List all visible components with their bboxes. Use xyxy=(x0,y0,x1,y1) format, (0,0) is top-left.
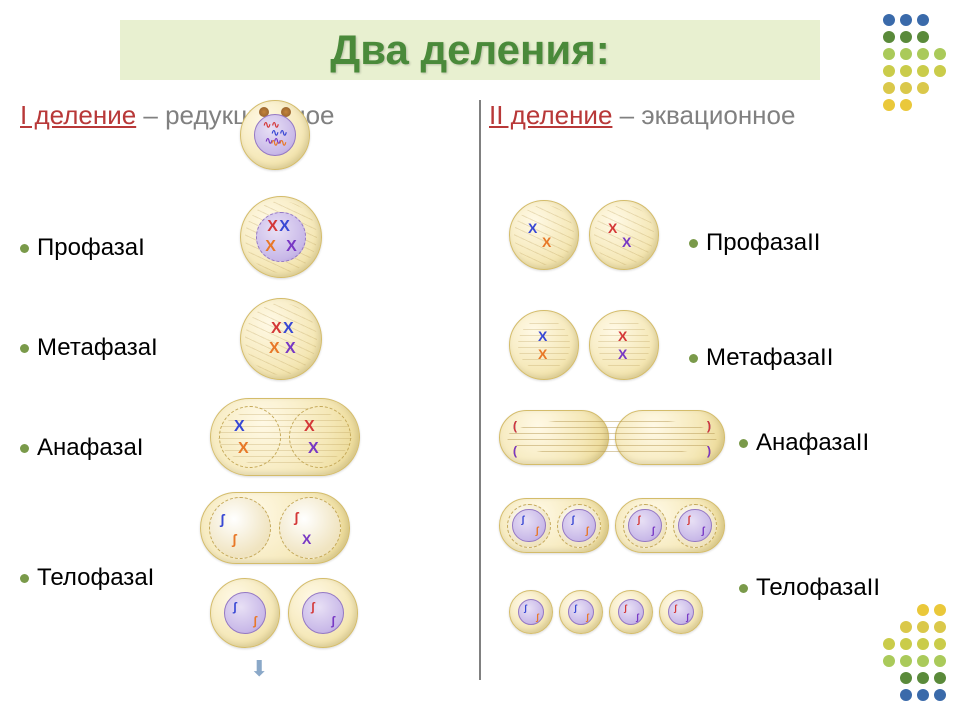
division-2-title-rest: – эквационное xyxy=(612,100,795,130)
telophase1-label: ТелофазаI xyxy=(37,564,154,592)
telophase1-cell-b: ʃ ʃ ʃ ʃ xyxy=(210,578,358,648)
telophase1-cell-a: ʃ ʃ ʃ X xyxy=(200,492,350,564)
bullet-icon xyxy=(739,439,748,448)
division-2-column: II деление – эквационное X X X X Профаза… xyxy=(489,100,940,700)
anaphase1-label: АнафазаI xyxy=(37,434,143,462)
bullet-icon xyxy=(689,239,698,248)
prophase1-cell: X X X X xyxy=(240,196,322,278)
division-2-title: II деление – эквационное xyxy=(489,100,940,131)
anaphase2-cells: ( ( ) ) ( ( ) ) xyxy=(499,410,725,465)
division-1-column: I деление – редукционное ∿∿ ∿∿ ∿∿ ∿∿ Про… xyxy=(20,100,471,700)
bullet-icon xyxy=(689,354,698,363)
metaphase2-cells: X X X X xyxy=(509,310,659,380)
prophase2-label: ПрофазаII xyxy=(706,229,820,257)
arrow-down-icon: ⬇ xyxy=(250,656,268,682)
main-content: I деление – редукционное ∿∿ ∿∿ ∿∿ ∿∿ Про… xyxy=(20,100,940,700)
anaphase1-cell: X X X X xyxy=(210,398,360,476)
telophase2-cells-a: ʃ ʃ ʃ ʃ ʃ ʃ ʃ ʃ xyxy=(499,498,725,553)
metaphase1-cell: X X X X xyxy=(240,298,322,380)
metaphase2-label: МетафазаII xyxy=(706,344,833,372)
prophase2-cells: X X X X xyxy=(509,200,659,270)
metaphase1-label: МетафазаI xyxy=(37,334,158,362)
bullet-icon xyxy=(20,574,29,583)
column-divider xyxy=(479,100,481,680)
bullet-icon xyxy=(20,344,29,353)
title-bar: Два деления: xyxy=(120,20,820,80)
bullet-icon xyxy=(20,244,29,253)
division-1-title-colored: I деление xyxy=(20,100,136,130)
prophase1-label: ПрофазаI xyxy=(37,234,145,262)
division-2-title-colored: II деление xyxy=(489,100,612,130)
page-title: Два деления: xyxy=(330,26,609,74)
interphase-cell: ∿∿ ∿∿ ∿∿ ∿∿ xyxy=(240,100,310,170)
bullet-icon xyxy=(739,584,748,593)
telophase2-label: ТелофазаII xyxy=(756,574,880,602)
anaphase2-label: АнафазаII xyxy=(756,429,869,457)
telophase2-cells-final: ʃʃ ʃʃ ʃʃ ʃʃ xyxy=(509,590,703,634)
bullet-icon xyxy=(20,444,29,453)
